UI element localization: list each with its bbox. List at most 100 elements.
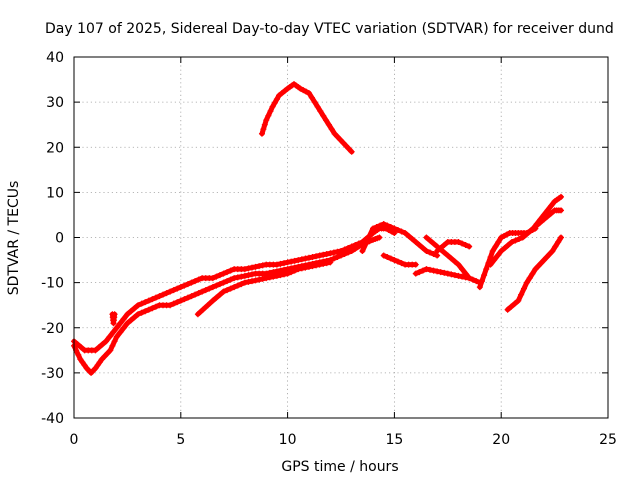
- x-tick-label: 10: [279, 432, 297, 448]
- data-point-marker: [216, 281, 223, 288]
- data-point-marker: [412, 239, 419, 246]
- data-point-marker: [104, 350, 111, 357]
- data-point-marker: [234, 274, 241, 281]
- data-point-marker: [245, 265, 252, 272]
- data-point-marker: [391, 225, 398, 232]
- data-point-marker: [249, 264, 255, 271]
- x-tick-label: 15: [385, 432, 403, 448]
- data-point-marker: [291, 257, 298, 264]
- data-point-marker: [462, 270, 469, 277]
- grid-lines: [74, 57, 608, 418]
- data-point-marker: [491, 257, 498, 264]
- y-tick-label: 20: [46, 140, 64, 156]
- data-point-marker: [195, 290, 202, 297]
- data-point-marker: [512, 237, 519, 244]
- data-point-marker: [394, 258, 401, 265]
- data-point-marker: [430, 240, 437, 247]
- data-point-marker: [427, 249, 433, 256]
- data-point-marker: [540, 211, 547, 218]
- data-point-marker: [341, 246, 348, 253]
- data-point-marker: [202, 287, 209, 294]
- data-point-marker: [265, 112, 272, 119]
- data-point-marker: [416, 269, 423, 276]
- data-point-marker: [273, 272, 280, 279]
- data-point-marker: [149, 296, 156, 303]
- data-point-marker: [273, 96, 280, 103]
- data-point-marker: [323, 251, 330, 258]
- data-point-marker: [323, 117, 330, 124]
- data-point-marker: [387, 255, 394, 262]
- data-point-marker: [530, 225, 537, 232]
- data-point-marker: [261, 121, 268, 128]
- data-point-marker: [548, 202, 555, 209]
- x-tick-label: 25: [599, 432, 617, 448]
- data-point-marker: [288, 258, 295, 265]
- series-4: [258, 81, 355, 155]
- data-point-marker: [311, 99, 318, 106]
- data-point-marker: [103, 338, 110, 345]
- data-point-marker: [338, 248, 344, 255]
- data-point-marker: [398, 228, 405, 235]
- data-point-marker: [252, 263, 259, 270]
- data-point-marker: [98, 356, 105, 363]
- data-point-marker: [111, 338, 118, 345]
- data-point-marker: [451, 272, 458, 279]
- data-point-marker: [320, 260, 327, 267]
- data-point-marker: [520, 285, 527, 292]
- data-point-marker: [142, 308, 149, 315]
- data-point-marker: [206, 285, 213, 292]
- data-point-marker: [142, 299, 149, 306]
- data-point-marker: [402, 229, 409, 236]
- data-point-marker: [437, 245, 444, 252]
- data-point-marker: [327, 250, 334, 257]
- data-point-marker: [448, 271, 455, 278]
- data-point-marker: [258, 130, 265, 137]
- data-point-marker: [430, 267, 437, 274]
- data-point-marker: [209, 284, 216, 291]
- data-point-marker: [352, 242, 359, 249]
- data-point-marker: [120, 315, 127, 322]
- data-point-marker: [284, 259, 291, 266]
- data-point-marker: [434, 268, 441, 275]
- data-point-marker: [430, 251, 437, 258]
- data-point-marker: [213, 294, 220, 301]
- series-6: [380, 252, 419, 268]
- data-point-marker: [96, 359, 103, 366]
- data-point-marker: [167, 302, 174, 309]
- data-series: [71, 81, 565, 376]
- data-point-marker: [483, 266, 490, 273]
- data-point-marker: [419, 267, 426, 274]
- data-point-marker: [249, 278, 255, 285]
- data-point-marker: [99, 341, 106, 348]
- data-point-marker: [106, 333, 113, 340]
- data-point-marker: [199, 288, 206, 295]
- data-point-marker: [494, 252, 501, 259]
- data-point-marker: [220, 279, 227, 286]
- data-point-marker: [348, 243, 355, 250]
- data-point-marker: [317, 108, 324, 115]
- data-point-marker: [473, 278, 480, 285]
- data-point-marker: [376, 234, 383, 241]
- data-point-marker: [113, 333, 120, 340]
- data-point-marker: [156, 293, 163, 300]
- data-point-marker: [107, 347, 114, 354]
- axis-ticks: 0 5 10 15 20 25 -40 -30 -20 -10 0 10 20 30 40: [41, 50, 617, 448]
- data-point-marker: [145, 306, 152, 313]
- data-point-marker: [466, 243, 473, 250]
- data-point-marker: [120, 324, 127, 331]
- data-point-marker: [270, 273, 277, 280]
- data-point-marker: [149, 305, 156, 312]
- series-line: [359, 221, 440, 258]
- data-point-marker: [160, 291, 166, 298]
- data-point-marker: [277, 260, 284, 267]
- data-point-marker: [508, 239, 515, 246]
- data-point-marker: [552, 243, 559, 250]
- data-point-marker: [227, 285, 234, 292]
- data-point-marker: [124, 320, 131, 327]
- data-point-marker: [316, 252, 323, 259]
- data-point-marker: [546, 251, 553, 258]
- data-point-marker: [302, 255, 309, 262]
- data-point-marker: [78, 344, 85, 351]
- data-point-marker: [220, 288, 227, 295]
